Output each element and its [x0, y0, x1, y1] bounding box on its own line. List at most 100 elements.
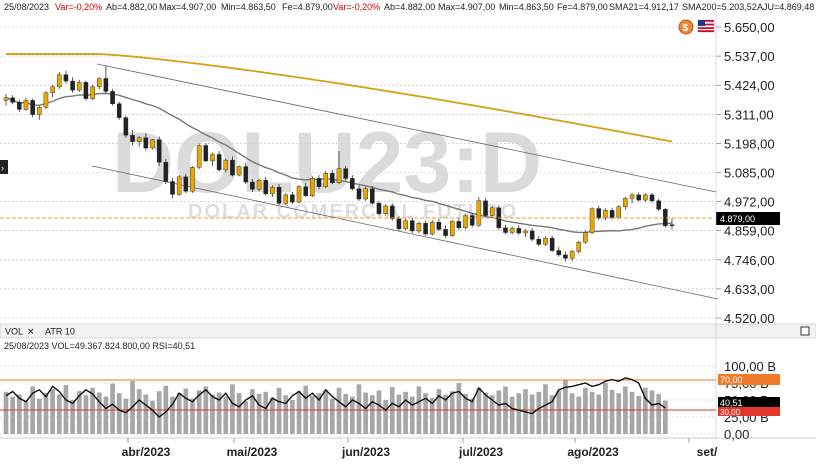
volume-bar — [56, 394, 62, 434]
price-tag — [716, 212, 780, 225]
candle-body — [556, 250, 562, 256]
price-tick-label: 4.633,00 — [724, 282, 775, 297]
hdr-max2: Max=4.907,00 — [438, 2, 495, 12]
level-70-tag — [718, 374, 780, 385]
candle-body — [103, 78, 109, 92]
candle-body — [43, 92, 49, 108]
volume-bar — [70, 400, 75, 434]
rsi-path — [5, 377, 666, 418]
candle-body — [523, 230, 528, 234]
candle-body — [549, 237, 555, 251]
volume-bar — [643, 387, 648, 434]
rsi-tag — [718, 397, 780, 408]
tab-vol[interactable]: VOL — [5, 327, 23, 337]
level-70-label: 70,00 — [720, 375, 743, 385]
volume-bar — [43, 393, 49, 434]
price-axis: 5.650,00 5.537,00 5.424,00 5.311,00 5.198,00… — [716, 20, 775, 326]
candle-body — [203, 145, 209, 162]
candle-body — [96, 78, 102, 87]
volume-bar — [516, 393, 522, 434]
time-tick-label: abr/2023 — [122, 445, 171, 459]
volume-bar — [396, 394, 402, 434]
candle-body — [669, 224, 675, 226]
hdr-fe: Fe=4.879,00 — [282, 2, 333, 12]
price-tick-label: 5.650,00 — [724, 20, 775, 35]
candle-body — [390, 205, 395, 220]
candle-body — [256, 180, 262, 190]
level-30-tag — [718, 407, 780, 416]
header-row: 25/08/2023 Var=-0,20% Ab=4.882,00 Max=4.… — [0, 0, 816, 13]
currency-icon[interactable] — [678, 19, 694, 35]
volume-bar — [656, 393, 662, 434]
candle-body — [483, 200, 488, 216]
candle-body — [270, 186, 275, 195]
candle-body — [30, 100, 35, 115]
candle-body — [576, 242, 582, 252]
candle-body — [110, 91, 115, 104]
candle-body — [589, 208, 595, 233]
candle-body — [283, 194, 288, 204]
candle-body — [323, 173, 328, 187]
candle-body — [10, 97, 15, 103]
hdr-sma200: SMA200=5.203,52 — [682, 2, 757, 12]
currency-icon-glyph: $ — [683, 23, 689, 34]
candle-body — [17, 101, 22, 110]
candle-body — [143, 137, 149, 149]
volume-bar — [376, 390, 382, 434]
volume-bar — [96, 392, 102, 434]
volume-bar — [16, 394, 22, 434]
volume-bar — [536, 391, 542, 434]
candle-body — [136, 137, 142, 142]
volume-bar — [150, 400, 155, 434]
tab-atr[interactable]: ATR 10 — [45, 327, 75, 337]
candle-body — [383, 205, 388, 214]
candle-body — [489, 207, 495, 216]
volume-bar — [36, 398, 42, 434]
volume-bar — [23, 401, 29, 434]
candle-body — [456, 221, 462, 229]
candle-body — [83, 82, 89, 99]
hdr-var2: Var=-0,20% — [333, 2, 380, 12]
candle-body — [190, 167, 195, 192]
volume-bar — [589, 391, 595, 434]
volume-bar — [356, 384, 362, 434]
time-tick-label: ago/2023 — [567, 445, 619, 459]
volume-bar — [576, 396, 582, 434]
panel-maximize-icon[interactable] — [800, 326, 810, 336]
volume-bar — [83, 395, 89, 434]
candle-body — [3, 97, 9, 101]
channel-lower-line — [91, 165, 719, 300]
main-grid — [0, 26, 716, 319]
watermark-symbol: DOLU23:D — [112, 115, 542, 211]
candle-body — [636, 194, 641, 201]
price-tick-label: 4.859,00 — [724, 224, 775, 239]
level-30-label: 30,00 — [720, 408, 741, 417]
candle-body — [350, 178, 355, 189]
candle-body — [303, 186, 308, 196]
tab-close-icon[interactable]: ✕ — [27, 327, 35, 337]
volume-bar — [423, 393, 428, 434]
rsi-line — [5, 377, 666, 418]
time-tick-label: set/ — [697, 445, 718, 459]
volume-bar — [483, 392, 488, 434]
volume-bar — [156, 391, 162, 434]
candle-body — [76, 82, 82, 91]
volume-bar — [110, 383, 115, 434]
volume-bar — [183, 388, 189, 434]
volume-bar — [609, 389, 615, 434]
candle-body — [210, 154, 215, 162]
hdr-min2: Min=4.863,50 — [499, 2, 554, 12]
price-tick-label: 5.085,00 — [724, 166, 775, 181]
volume-bar — [263, 391, 269, 434]
candle-body — [50, 86, 55, 93]
volume-bar — [509, 396, 515, 434]
volume-bar — [403, 391, 408, 434]
time-tick-label: jun/2023 — [341, 445, 390, 459]
price-tick-label: 4.972,00 — [724, 195, 775, 210]
candle-body — [463, 215, 468, 229]
hdr-var: Var=-0,20% — [55, 2, 102, 12]
volume-bar — [596, 394, 602, 434]
candle-body — [23, 100, 29, 110]
side-toggle[interactable] — [0, 160, 8, 174]
candle-body — [336, 168, 342, 184]
